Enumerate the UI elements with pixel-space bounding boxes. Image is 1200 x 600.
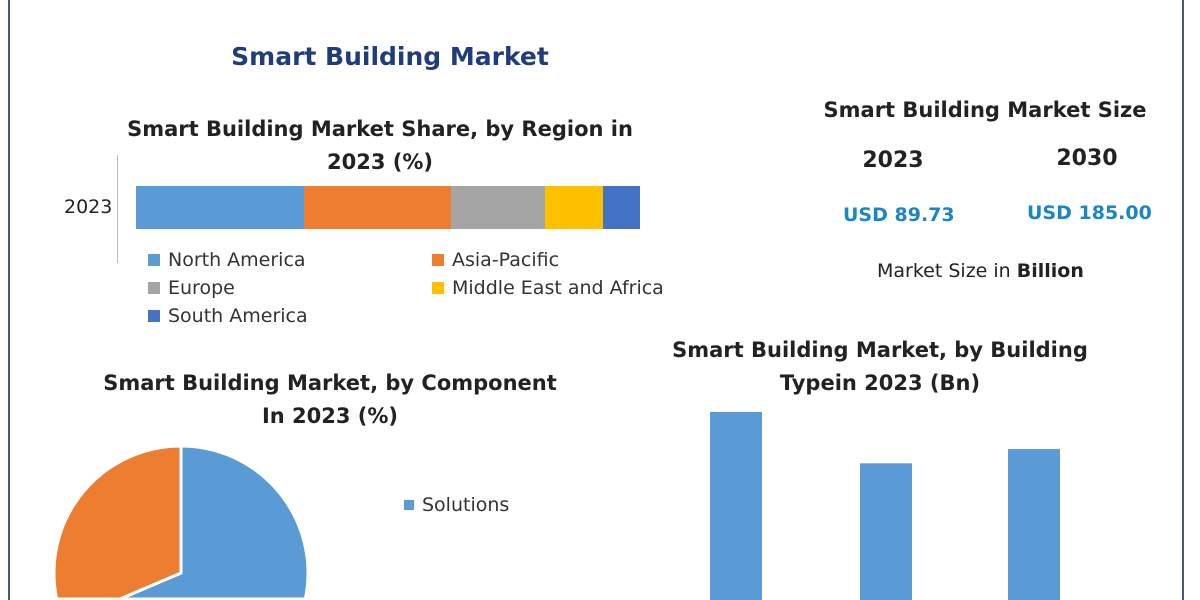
legend-asia-pacific: Asia-Pacific — [432, 249, 692, 271]
bar-segment-middle-east-and-africa — [545, 186, 604, 229]
region-stacked-bar — [136, 186, 640, 229]
bar-segment-north-america — [136, 186, 304, 229]
legend-south-america: South America — [148, 305, 432, 327]
pie-slice-solutions — [118, 444, 310, 600]
region-axis — [117, 155, 118, 263]
region-category-label: 2023 — [64, 196, 113, 218]
year-2023: 2023 — [862, 148, 924, 173]
value-2030: USD 185.00 — [1027, 202, 1152, 224]
bar-segment-europe — [450, 186, 546, 229]
bar-segment-south-america — [603, 186, 640, 229]
legend-europe: Europe — [148, 277, 432, 299]
value-2023: USD 89.73 — [843, 204, 955, 226]
component-chart-title: Smart Building Market, by Component In 20… — [103, 371, 557, 428]
legend-north-america: North America — [148, 249, 432, 271]
region-legend: North America Asia-Pacific Europe Middle… — [148, 249, 688, 327]
building-chart-title: Smart Building Market, by Building Typein… — [672, 338, 1088, 395]
region-title-line1: Smart Building Market Share, by Region i… — [127, 117, 633, 141]
legend-middle-east-africa: Middle East and Africa — [432, 277, 692, 299]
year-2030: 2030 — [1056, 146, 1118, 171]
pie-slice-other — [52, 444, 183, 600]
market-size-title: Smart Building Market Size — [823, 98, 1147, 122]
region-title-line2: 2023 (%) — [327, 150, 433, 174]
legend-solutions: Solutions — [404, 494, 509, 516]
region-chart-title: Smart Building Market Share, by Region i… — [110, 113, 650, 179]
bar-segment-asia-pacific — [303, 186, 451, 229]
page-title: Smart Building Market — [231, 42, 549, 71]
market-size-unit: Market Size in Billion — [877, 260, 1084, 282]
frame-border — [8, 0, 1184, 600]
